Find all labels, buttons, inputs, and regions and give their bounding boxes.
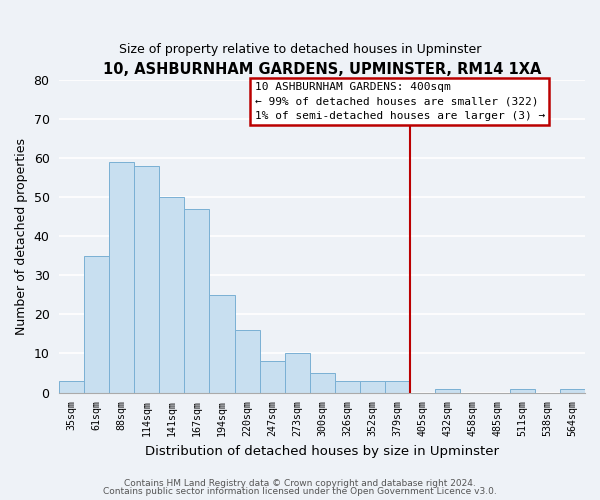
Bar: [134, 166, 160, 392]
Bar: [85, 256, 109, 392]
Bar: [284, 354, 310, 393]
Bar: [560, 388, 585, 392]
Bar: [385, 381, 410, 392]
Title: 10, ASHBURNHAM GARDENS, UPMINSTER, RM14 1XA: 10, ASHBURNHAM GARDENS, UPMINSTER, RM14 …: [103, 62, 541, 78]
Y-axis label: Number of detached properties: Number of detached properties: [15, 138, 28, 335]
X-axis label: Distribution of detached houses by size in Upminster: Distribution of detached houses by size …: [145, 444, 499, 458]
Text: Contains HM Land Registry data © Crown copyright and database right 2024.: Contains HM Land Registry data © Crown c…: [124, 478, 476, 488]
Bar: [260, 362, 284, 392]
Bar: [109, 162, 134, 392]
Text: Size of property relative to detached houses in Upminster: Size of property relative to detached ho…: [119, 42, 481, 56]
Bar: [310, 373, 335, 392]
Bar: [435, 388, 460, 392]
Bar: [184, 209, 209, 392]
Bar: [359, 381, 385, 392]
Bar: [59, 381, 85, 392]
Bar: [235, 330, 260, 392]
Bar: [510, 388, 535, 392]
Bar: [335, 381, 359, 392]
Bar: [209, 295, 235, 392]
Text: 10 ASHBURNHAM GARDENS: 400sqm
← 99% of detached houses are smaller (322)
1% of s: 10 ASHBURNHAM GARDENS: 400sqm ← 99% of d…: [254, 82, 545, 121]
Bar: [160, 197, 184, 392]
Text: Contains public sector information licensed under the Open Government Licence v3: Contains public sector information licen…: [103, 487, 497, 496]
